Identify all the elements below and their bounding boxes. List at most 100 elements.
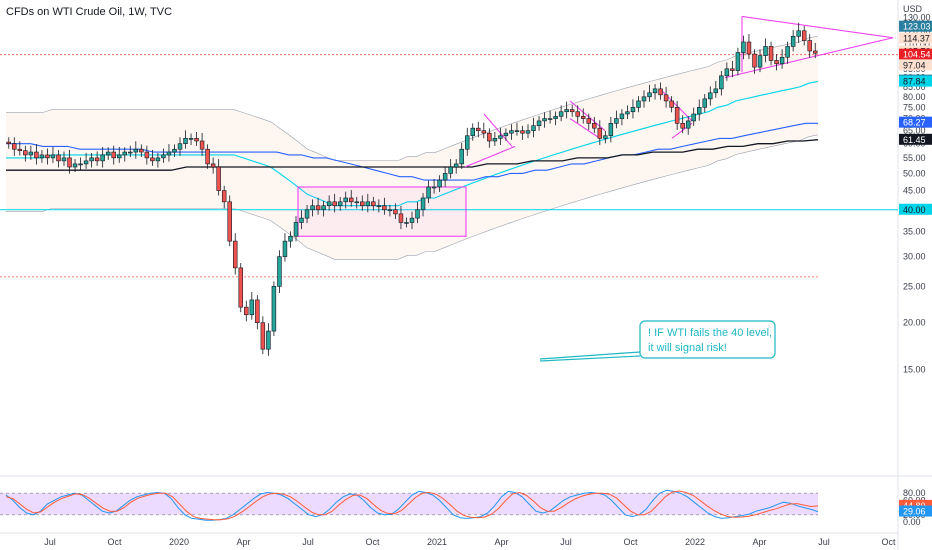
candle-body bbox=[326, 201, 332, 207]
candle-body bbox=[796, 30, 801, 37]
candle-body bbox=[349, 197, 354, 203]
price-tick-label: 75.00 bbox=[903, 102, 926, 112]
candle-body bbox=[531, 125, 536, 131]
candle-body bbox=[415, 209, 420, 219]
candle-body bbox=[597, 127, 603, 139]
candle-body bbox=[150, 157, 155, 162]
price-badge-label: 40.00 bbox=[903, 205, 926, 215]
time-tick-label: Oct bbox=[365, 537, 380, 547]
candle-body bbox=[614, 118, 619, 124]
candle-body bbox=[315, 205, 321, 211]
candle-body bbox=[282, 240, 288, 257]
time-tick-label: Oct bbox=[623, 537, 638, 547]
candle-body bbox=[724, 68, 730, 77]
candle-body bbox=[221, 190, 227, 203]
price-tick-label: 110.00 bbox=[903, 40, 930, 50]
candle-body bbox=[387, 209, 393, 212]
candle-body bbox=[713, 88, 719, 94]
candle-body bbox=[663, 94, 669, 102]
candle-body bbox=[249, 299, 255, 316]
price-tick-label: 20.00 bbox=[903, 318, 926, 328]
price-badge-label: 87.84 bbox=[903, 77, 926, 87]
candle-body bbox=[117, 154, 122, 159]
candle-body bbox=[94, 157, 100, 162]
time-tick-label: Jul bbox=[44, 537, 56, 547]
candle-body bbox=[448, 166, 453, 174]
price-badge-label: 97.04 bbox=[903, 60, 926, 70]
candle-body bbox=[647, 92, 652, 98]
candle-body bbox=[354, 201, 359, 204]
price-tick-label: 65.00 bbox=[903, 126, 926, 136]
price-tick-label: 15.00 bbox=[903, 365, 926, 375]
candle-body bbox=[785, 46, 790, 58]
candle-body bbox=[227, 201, 232, 242]
time-axis-labels: Jul Oct 2020 Apr Jul Oct 2021 Apr Jul Oct 2022 Apr J… bbox=[44, 537, 896, 547]
candle-body bbox=[746, 41, 752, 55]
annotation-pointer bbox=[539, 351, 641, 360]
price-badge-bg bbox=[899, 133, 932, 145]
annotation-box bbox=[639, 320, 776, 359]
time-tick-label: Oct bbox=[881, 537, 896, 547]
candle-body bbox=[205, 148, 210, 165]
candle-body bbox=[437, 179, 442, 188]
candle-body bbox=[188, 138, 194, 140]
candle-body bbox=[17, 148, 23, 151]
chart-title: CFDs on WTI Crude Oil, 1W, TVC bbox=[6, 6, 172, 18]
candle-body bbox=[183, 138, 188, 144]
candle-body bbox=[310, 205, 315, 211]
candle-body bbox=[393, 209, 398, 215]
candle-body bbox=[669, 100, 674, 108]
candle-body bbox=[658, 88, 663, 96]
candle-body bbox=[674, 107, 680, 124]
candle-body bbox=[741, 41, 746, 53]
candle-body bbox=[277, 256, 282, 287]
candle-body bbox=[442, 173, 448, 181]
candle-body bbox=[260, 322, 266, 350]
flag-line-3 bbox=[569, 100, 606, 132]
oscillator-badge-bg bbox=[899, 499, 932, 511]
annotation-callout[interactable]: ! IF WTI fails the 40 level, it will sig… bbox=[539, 320, 776, 362]
candle-body bbox=[813, 50, 818, 54]
candle-body bbox=[536, 120, 542, 127]
candle-body bbox=[166, 151, 172, 156]
candle-body bbox=[547, 118, 553, 120]
candle-body bbox=[6, 141, 11, 144]
price-tick-label: 55.00 bbox=[903, 153, 926, 163]
candle-body bbox=[210, 163, 216, 168]
consolidation-box bbox=[297, 186, 467, 237]
triangle-lower-edge bbox=[724, 37, 894, 79]
candle-body bbox=[763, 46, 768, 56]
price-badge-label: 114.37 bbox=[903, 34, 930, 44]
candle-body bbox=[233, 240, 238, 269]
price-badge-bg bbox=[899, 59, 932, 71]
candle-body bbox=[83, 160, 89, 165]
candle-body bbox=[652, 88, 658, 94]
candle-body bbox=[332, 201, 337, 207]
candle-body bbox=[807, 40, 812, 52]
candle-body bbox=[376, 205, 382, 208]
candle-body bbox=[498, 135, 503, 139]
price-badge-bg bbox=[899, 32, 932, 44]
candle-body bbox=[603, 135, 608, 139]
candle-body bbox=[365, 201, 371, 207]
candle-body bbox=[520, 130, 525, 134]
candle-body bbox=[470, 127, 475, 137]
time-tick-label: Jul bbox=[560, 537, 572, 547]
candle-body bbox=[78, 163, 83, 166]
candle-body bbox=[299, 217, 304, 223]
price-tick-label: 85.00 bbox=[903, 82, 926, 92]
stoch-d-line bbox=[5, 490, 819, 521]
candle-body bbox=[509, 130, 514, 134]
price-tick-label: 80.00 bbox=[903, 92, 926, 102]
price-tick-label: 130.00 bbox=[903, 13, 931, 23]
time-tick-label: Apr bbox=[236, 537, 250, 547]
candle-body bbox=[122, 151, 127, 156]
candle-body bbox=[685, 120, 691, 129]
candle-body bbox=[702, 98, 707, 108]
candle-body bbox=[144, 151, 150, 159]
time-tick-label: Jul bbox=[302, 537, 314, 547]
candle-body bbox=[45, 154, 50, 159]
candle-body bbox=[492, 138, 498, 142]
candle-body bbox=[177, 143, 183, 150]
